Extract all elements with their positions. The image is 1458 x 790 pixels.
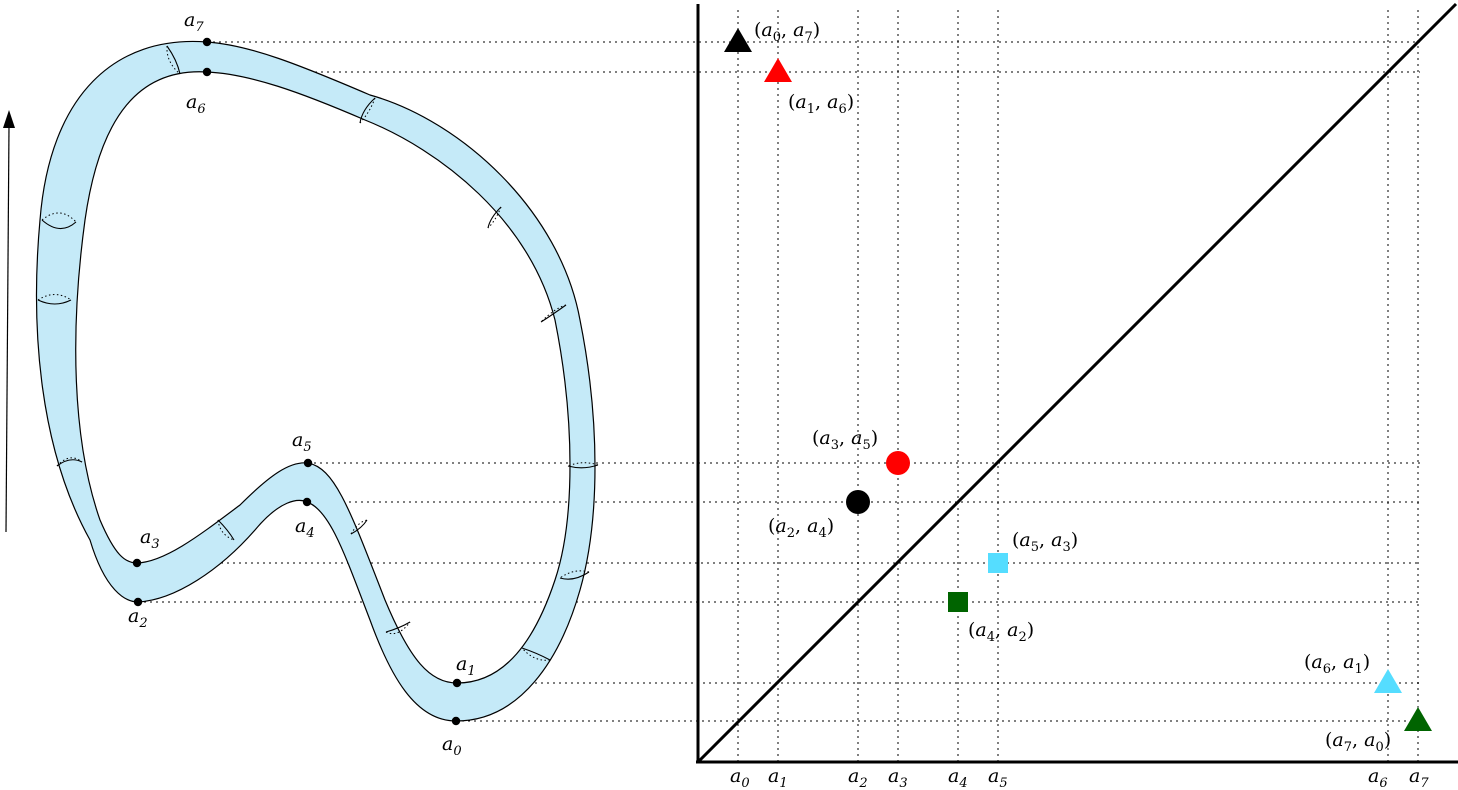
label-a1: a1 (456, 653, 476, 679)
axis-tick-a4: a4 (948, 765, 968, 790)
critical-point-a5 (303, 458, 313, 468)
point-label-a0-a7: (a0, a7) (754, 19, 820, 45)
axis-tick-a2: a2 (848, 765, 868, 790)
point-label-a6-a1: (a6, a1) (1304, 651, 1370, 677)
label-a4: a4 (295, 515, 315, 541)
point-a2-a4 (846, 490, 870, 514)
label-a0: a0 (442, 733, 462, 759)
critical-point-a0 (451, 716, 461, 726)
point-a6-a1 (1374, 669, 1402, 693)
tube-seams (37, 45, 599, 661)
vertical-guides (737, 8, 1419, 762)
axis-tick-a5: a5 (988, 765, 1008, 790)
point-label-a3-a5: (a3, a5) (812, 427, 878, 453)
critical-point-a6 (202, 67, 212, 77)
critical-point-a2 (133, 597, 143, 607)
tube-body (35, 40, 596, 722)
axis-tick-a7: a7 (1409, 765, 1429, 790)
diagram-axes (696, 2, 1458, 764)
label-a7: a7 (184, 9, 204, 35)
diagram-points (724, 28, 1432, 731)
label-a3: a3 (140, 526, 160, 552)
label-a2: a2 (128, 605, 148, 631)
point-labels: (a0, a7) (a1, a6) (a3, a5) (a2, a4) (a5,… (754, 19, 1391, 755)
point-label-a4-a2: (a4, a2) (968, 619, 1034, 645)
tube-surface (35, 40, 596, 722)
point-label-a1-a6: (a1, a6) (788, 91, 854, 117)
label-a5: a5 (292, 429, 312, 455)
point-a1-a6 (764, 58, 792, 82)
critical-point-a3 (132, 558, 142, 568)
point-a0-a7 (724, 28, 752, 52)
critical-points (132, 37, 462, 726)
diagonal-line (696, 2, 1458, 764)
critical-point-a1 (452, 678, 462, 688)
critical-point-a7 (202, 37, 212, 47)
axis-tick-a6: a6 (1368, 765, 1388, 790)
axis-tick-a3: a3 (888, 765, 908, 790)
horizontal-guides (137, 41, 1420, 722)
label-a6: a6 (186, 91, 206, 117)
point-label-a2-a4: (a2, a4) (768, 515, 834, 541)
point-a7-a0 (1404, 707, 1432, 731)
axis-tick-a0: a0 (730, 765, 750, 790)
surface-labels: a7 a6 a5 a4 a3 a2 a1 a0 (128, 9, 476, 759)
critical-point-a4 (302, 497, 312, 507)
axis-tick-a1: a1 (768, 765, 788, 790)
point-a4-a2 (948, 592, 968, 612)
point-a5-a3 (988, 553, 1008, 573)
point-label-a7-a0: (a7, a0) (1325, 729, 1391, 755)
height-arrow (3, 110, 15, 533)
point-label-a5-a3: (a5, a3) (1012, 529, 1078, 555)
axis-tick-labels: a0 a1 a2 a3 a4 a5 a6 a7 (730, 765, 1429, 790)
point-a3-a5 (886, 451, 910, 475)
